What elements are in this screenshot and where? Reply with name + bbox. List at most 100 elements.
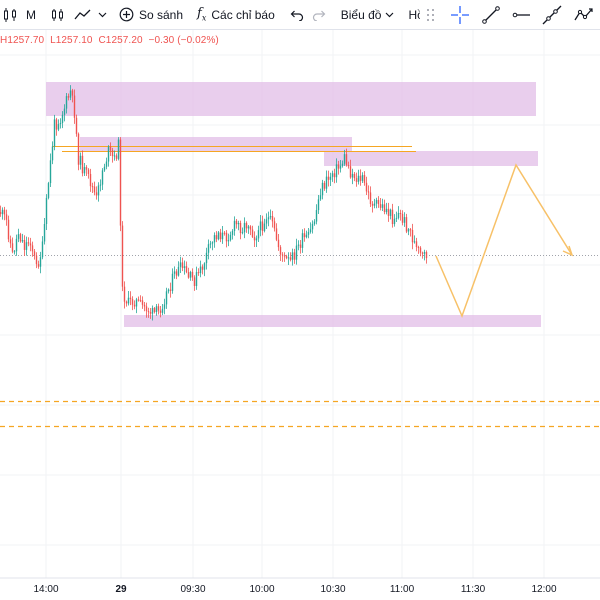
candle-down: [91, 186, 94, 188]
projection-path[interactable]: [435, 163, 574, 319]
chart-menu-label: Biểu đồ: [340, 7, 382, 22]
candle-down: [379, 204, 382, 208]
candle-up: [351, 173, 354, 178]
candle-down: [145, 306, 148, 312]
candle-up: [69, 90, 72, 98]
candle-up: [227, 240, 230, 242]
candle-down: [19, 234, 22, 242]
compare-button[interactable]: So sánh: [115, 0, 187, 30]
candle-down: [283, 255, 286, 257]
trend-line-icon[interactable]: [481, 5, 501, 25]
candle-up: [59, 122, 62, 125]
time-tick-label: 14:00: [33, 584, 58, 595]
candle-down: [363, 175, 366, 183]
redo-icon[interactable]: [308, 0, 331, 30]
candle-up: [167, 289, 170, 292]
candle-down: [159, 310, 162, 313]
support-zone-bottom[interactable]: [124, 315, 541, 327]
candle-down: [285, 256, 288, 259]
resistance-zone-mid[interactable]: [80, 137, 352, 152]
supply-demand-zones[interactable]: [46, 82, 541, 327]
candle-up: [373, 203, 376, 206]
undo-icon[interactable]: [285, 0, 308, 30]
candle-down: [383, 204, 386, 213]
time-tick-label: 09:30: [180, 584, 205, 595]
extended-line-icon[interactable]: [542, 5, 562, 25]
candle-up: [259, 221, 262, 231]
horizontal-ray-icon[interactable]: [511, 5, 531, 25]
time-tick-label: 11:00: [390, 584, 415, 595]
candle-up: [13, 251, 16, 253]
candles-icon[interactable]: [0, 0, 22, 30]
candle-down: [137, 299, 140, 301]
projection-arrowhead: [562, 245, 574, 257]
candle-up: [41, 241, 44, 258]
candle-down: [303, 233, 306, 238]
candle-down: [349, 166, 352, 178]
candle-down: [131, 299, 134, 305]
candle-down: [193, 277, 196, 286]
candle-up: [247, 226, 250, 229]
candle-down: [367, 191, 370, 193]
candle-down: [225, 232, 228, 242]
horizontal-levels[interactable]: [0, 146, 600, 428]
candle-up: [381, 204, 384, 208]
fx-icon: fx: [197, 6, 207, 23]
candle-down: [371, 203, 374, 206]
crosshair-icon[interactable]: [450, 5, 470, 25]
candle-up: [389, 209, 392, 216]
candle-down: [387, 208, 390, 216]
candle-down: [87, 169, 90, 174]
candle-up: [171, 273, 174, 291]
candle-down: [169, 289, 172, 291]
dotted-grid-icon[interactable]: [425, 7, 439, 23]
candle-down: [201, 266, 204, 270]
candle-up: [295, 245, 298, 260]
candle-up: [267, 217, 270, 220]
candle-down: [333, 173, 336, 178]
path-icon[interactable]: [573, 5, 595, 25]
projection-line[interactable]: [435, 163, 573, 319]
candle-down: [235, 220, 238, 225]
candle-down: [33, 251, 36, 256]
candle-up: [263, 223, 266, 231]
candle-up: [305, 234, 308, 238]
candle-down: [425, 252, 428, 259]
interval-button[interactable]: M: [26, 7, 36, 22]
candle-up: [49, 160, 52, 184]
candle-up: [395, 217, 398, 219]
candle-down: [93, 186, 96, 193]
time-tick-label: 10:30: [320, 584, 345, 595]
candle-up: [203, 263, 206, 270]
legend-high: H1257.70: [0, 35, 45, 46]
candle-up: [99, 184, 102, 186]
candle-up: [403, 217, 406, 223]
candle-down: [401, 214, 404, 223]
candle-up: [301, 233, 304, 248]
candle-down: [37, 264, 40, 267]
chevron-down-icon[interactable]: [96, 0, 109, 30]
candle-up: [47, 183, 50, 198]
candle-up: [321, 182, 324, 196]
candle-down: [29, 243, 32, 246]
candles-icon[interactable]: [46, 0, 70, 30]
line-chart-icon[interactable]: [70, 0, 96, 30]
resistance-zone-right[interactable]: [324, 151, 538, 166]
chart-menu-button[interactable]: Biểu đồ: [337, 0, 399, 30]
candle-up: [291, 252, 294, 260]
candle-down: [277, 239, 280, 248]
resistance-zone-top[interactable]: [46, 82, 536, 116]
candle-down: [75, 117, 78, 134]
candle-up: [177, 266, 180, 276]
candle-down: [377, 199, 380, 205]
candle-down: [123, 286, 126, 302]
time-axis[interactable]: 14:00 29 09:30 10:00 10:30 11:00 11:30 12:00: [33, 584, 556, 595]
candle-up: [341, 163, 344, 166]
candle-up: [315, 210, 318, 222]
candle-down: [3, 209, 6, 215]
candle-down: [215, 235, 218, 240]
indicators-button[interactable]: fx Các chỉ báo: [193, 0, 279, 30]
candle-up: [287, 257, 290, 259]
candle-up: [45, 197, 48, 224]
